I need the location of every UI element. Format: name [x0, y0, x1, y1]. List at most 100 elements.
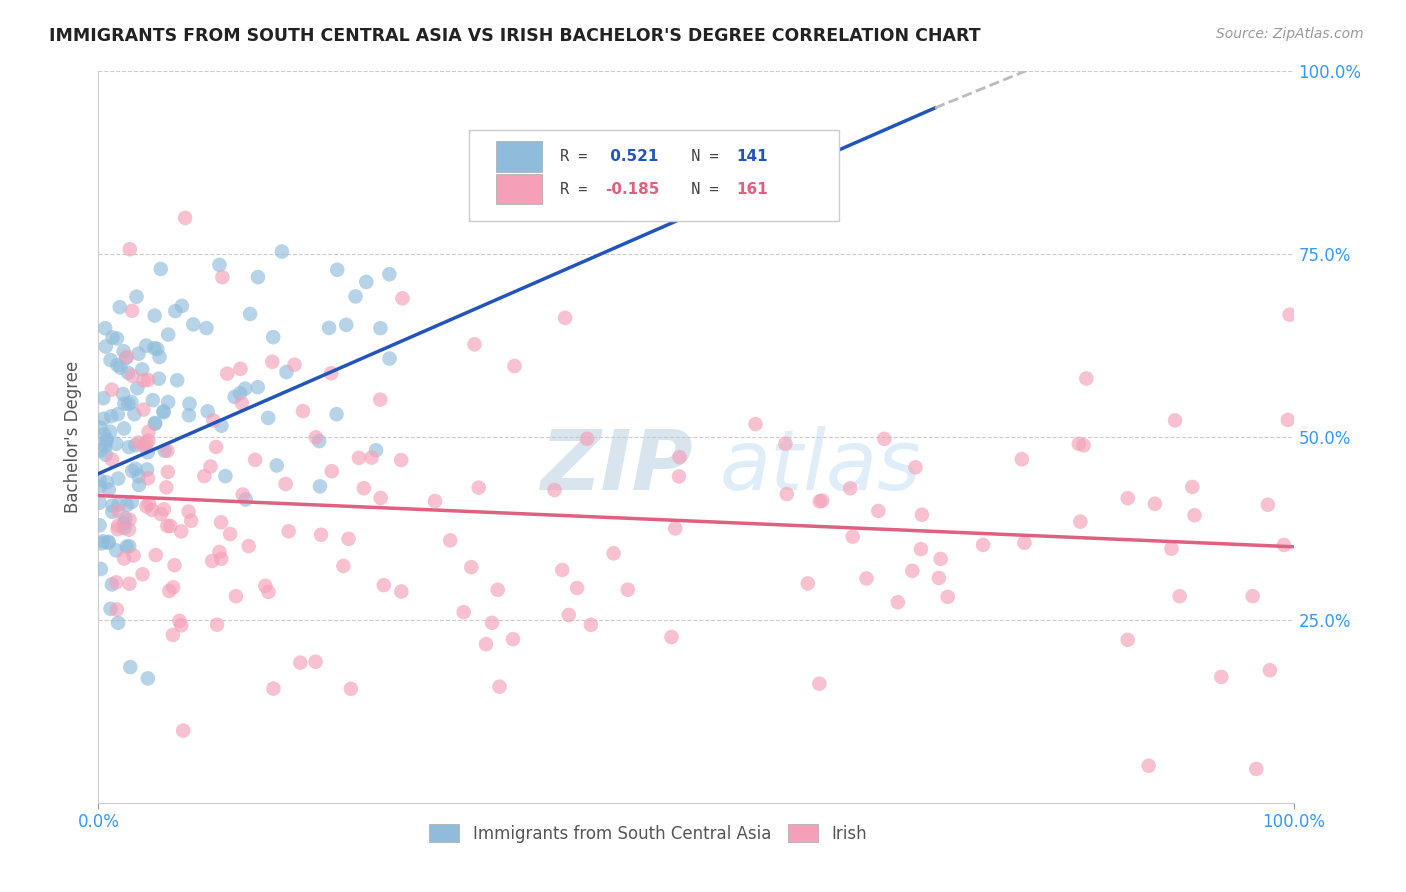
Point: [1116, 491, 1139, 506]
Point: [841, 530, 863, 544]
Point: [115, 351, 138, 365]
Point: [105, 331, 128, 345]
Y-axis label: Bachelor's Degree: Bachelor's Degree: [65, 361, 83, 513]
Point: [112, 344, 135, 359]
Point: [120, 660, 142, 674]
Point: [775, 436, 797, 450]
Point: [172, 723, 194, 738]
Point: [254, 579, 277, 593]
Point: [149, 507, 172, 521]
Point: [219, 527, 242, 541]
Point: [1137, 758, 1160, 772]
Point: [839, 481, 862, 495]
Point: [304, 655, 326, 669]
Point: [162, 628, 184, 642]
Point: [576, 432, 599, 446]
Point: [101, 383, 124, 397]
Point: [224, 390, 246, 404]
Point: [378, 351, 401, 366]
Point: [132, 402, 155, 417]
Point: [467, 481, 489, 495]
Point: [108, 300, 131, 314]
Point: [90, 536, 112, 550]
Point: [1076, 371, 1098, 385]
Point: [389, 584, 412, 599]
Point: [143, 341, 166, 355]
Point: [125, 290, 148, 304]
Point: [309, 479, 332, 493]
Point: [94, 339, 117, 353]
Point: [356, 275, 378, 289]
Point: [370, 321, 392, 335]
Point: [121, 303, 143, 318]
Point: [332, 558, 354, 573]
Point: [181, 318, 204, 332]
Point: [1277, 413, 1299, 427]
Point: [335, 318, 357, 332]
Point: [98, 425, 121, 439]
Point: [1143, 497, 1166, 511]
Point: [121, 464, 143, 478]
Text: 141: 141: [737, 149, 768, 164]
Point: [368, 392, 391, 407]
Point: [110, 360, 132, 375]
Point: [229, 386, 252, 401]
Point: [132, 439, 155, 453]
Point: [503, 359, 526, 373]
Legend: Immigrants from South Central Asia, Irish: Immigrants from South Central Asia, Iris…: [423, 818, 873, 849]
Point: [325, 407, 347, 421]
Point: [94, 448, 117, 462]
Point: [118, 513, 141, 527]
Point: [96, 475, 118, 490]
Point: [118, 523, 141, 537]
Point: [97, 483, 120, 497]
Point: [136, 373, 159, 387]
Point: [868, 504, 890, 518]
Point: [94, 321, 117, 335]
Point: [661, 630, 683, 644]
Point: [101, 577, 124, 591]
Point: [128, 347, 150, 361]
Point: [243, 453, 266, 467]
Point: [475, 637, 498, 651]
Point: [90, 443, 112, 458]
Point: [360, 450, 382, 465]
Point: [283, 358, 305, 372]
Point: [89, 518, 111, 533]
Point: [209, 551, 232, 566]
Text: atlas: atlas: [720, 425, 921, 507]
Point: [101, 499, 124, 513]
Point: [107, 358, 129, 372]
Point: [112, 521, 135, 535]
Point: [391, 291, 413, 305]
Point: [163, 558, 186, 573]
Point: [101, 330, 124, 344]
Point: [1116, 632, 1139, 647]
Text: 0.521: 0.521: [605, 149, 658, 164]
Point: [668, 469, 690, 483]
Point: [96, 433, 118, 447]
Point: [208, 545, 231, 559]
Point: [353, 481, 375, 495]
Point: [138, 425, 160, 439]
Point: [232, 487, 254, 501]
Point: [156, 519, 179, 533]
Point: [142, 393, 165, 408]
Point: [118, 576, 141, 591]
Point: [463, 337, 485, 351]
Point: [89, 479, 111, 493]
Point: [1067, 436, 1090, 450]
Point: [453, 605, 475, 619]
Text: R =: R =: [560, 149, 596, 164]
Point: [481, 615, 503, 630]
Point: [155, 480, 177, 494]
Point: [423, 494, 446, 508]
Point: [114, 511, 136, 525]
Point: [89, 420, 111, 434]
Point: [201, 554, 224, 568]
Point: [121, 368, 143, 383]
Point: [208, 258, 231, 272]
Point: [486, 582, 509, 597]
Point: [290, 656, 312, 670]
Point: [157, 395, 180, 409]
